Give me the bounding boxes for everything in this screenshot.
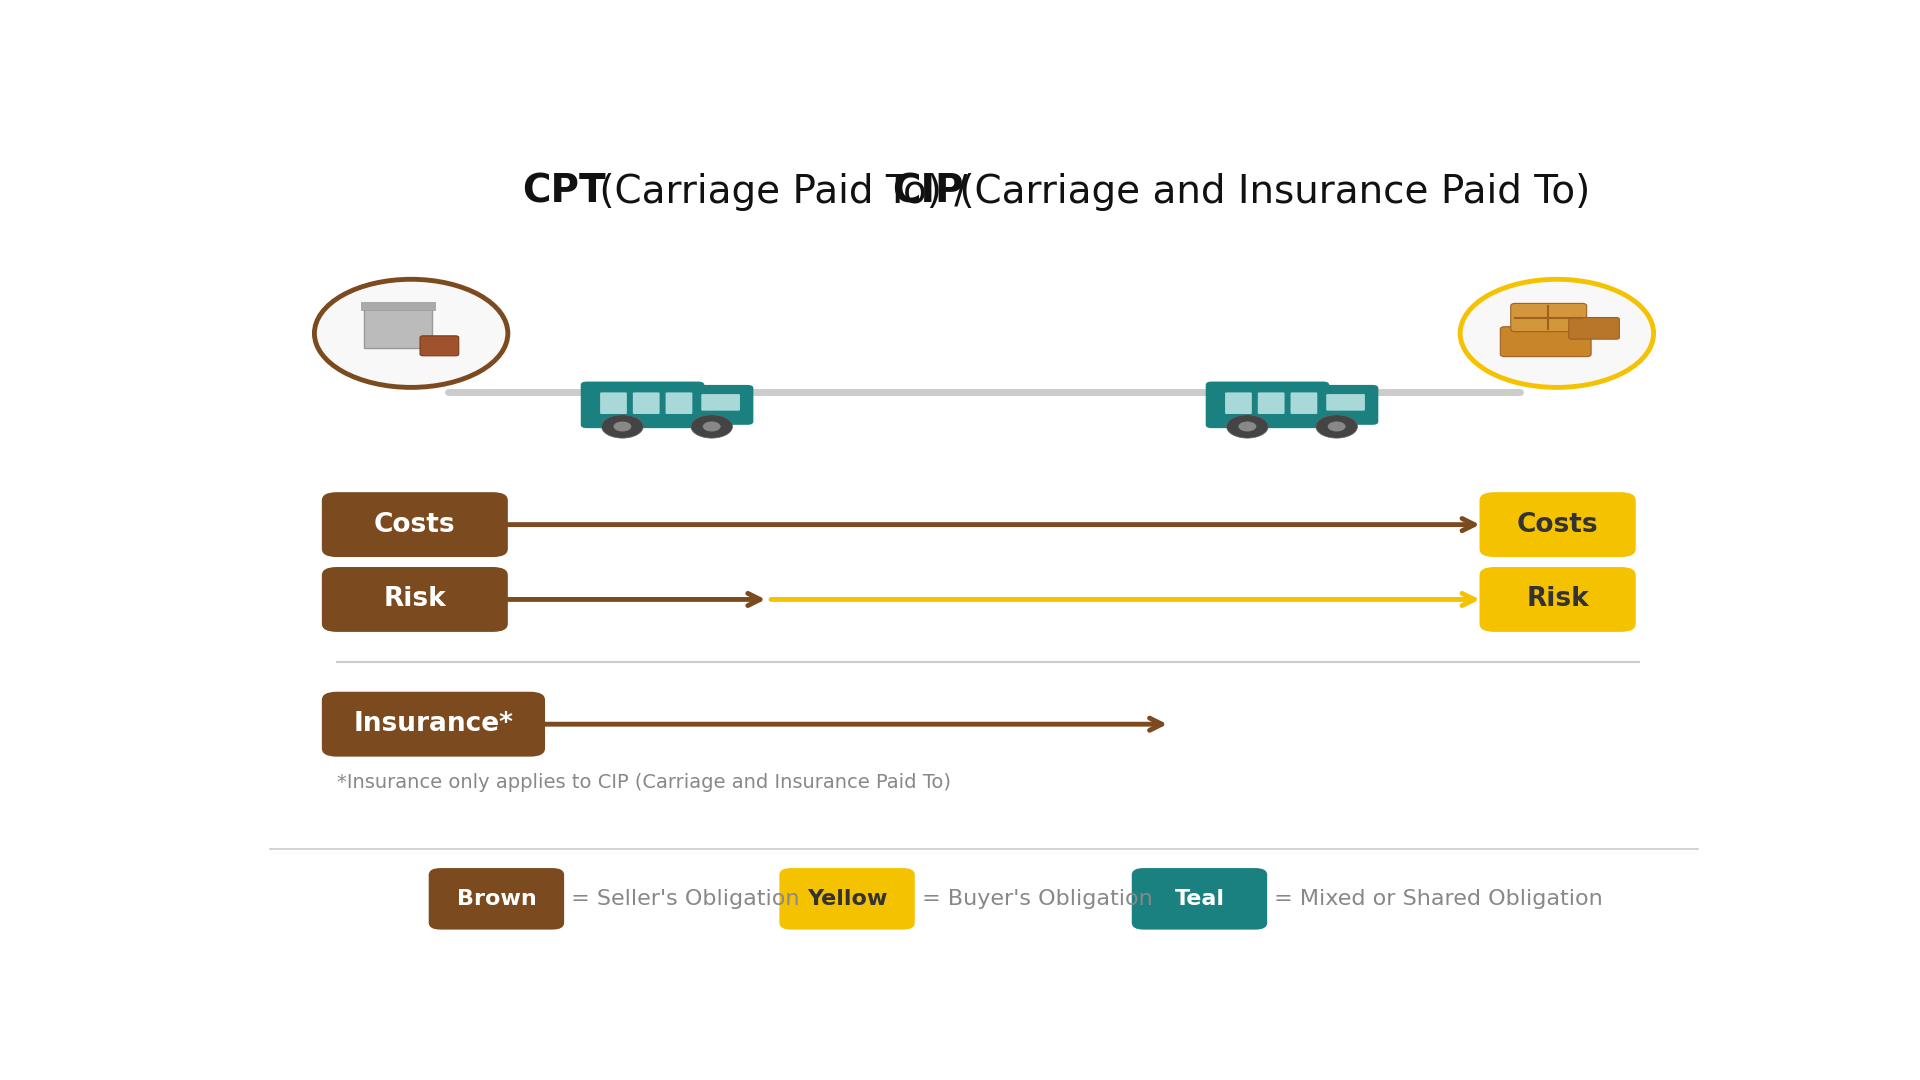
Circle shape: [614, 421, 632, 432]
Circle shape: [601, 415, 643, 438]
FancyBboxPatch shape: [363, 309, 432, 349]
FancyBboxPatch shape: [1317, 384, 1379, 424]
Circle shape: [1329, 421, 1346, 432]
FancyBboxPatch shape: [634, 392, 660, 414]
FancyBboxPatch shape: [420, 336, 459, 355]
Circle shape: [315, 280, 507, 388]
Circle shape: [1238, 421, 1256, 432]
FancyBboxPatch shape: [1225, 392, 1252, 414]
Text: Yellow: Yellow: [806, 889, 887, 909]
Text: Costs: Costs: [1517, 512, 1599, 538]
FancyBboxPatch shape: [701, 394, 739, 410]
FancyBboxPatch shape: [1569, 318, 1619, 339]
Text: CIP: CIP: [891, 173, 964, 211]
Circle shape: [703, 421, 720, 432]
FancyBboxPatch shape: [1206, 381, 1329, 428]
Text: = Mixed or Shared Obligation: = Mixed or Shared Obligation: [1267, 889, 1603, 909]
Circle shape: [1315, 415, 1357, 438]
Text: = Buyer's Obligation: = Buyer's Obligation: [914, 889, 1152, 909]
FancyBboxPatch shape: [1131, 868, 1267, 930]
FancyBboxPatch shape: [1480, 492, 1636, 557]
FancyBboxPatch shape: [1480, 567, 1636, 632]
Text: Brown: Brown: [457, 889, 536, 909]
FancyBboxPatch shape: [780, 868, 914, 930]
Circle shape: [691, 415, 733, 438]
FancyBboxPatch shape: [323, 692, 545, 757]
Text: Insurance*: Insurance*: [353, 712, 513, 738]
FancyBboxPatch shape: [1511, 303, 1586, 332]
Text: (Carriage Paid To) /: (Carriage Paid To) /: [588, 173, 979, 211]
Text: CPT: CPT: [522, 173, 607, 211]
FancyBboxPatch shape: [1258, 392, 1284, 414]
FancyBboxPatch shape: [666, 392, 693, 414]
Text: = Seller's Obligation: = Seller's Obligation: [564, 889, 799, 909]
Circle shape: [1227, 415, 1269, 438]
FancyBboxPatch shape: [1327, 394, 1365, 410]
Circle shape: [1461, 280, 1653, 388]
FancyBboxPatch shape: [693, 384, 753, 424]
FancyBboxPatch shape: [323, 567, 507, 632]
Text: Costs: Costs: [374, 512, 455, 538]
FancyBboxPatch shape: [601, 392, 626, 414]
Text: *Insurance only applies to CIP (Carriage and Insurance Paid To): *Insurance only applies to CIP (Carriage…: [336, 773, 950, 792]
FancyBboxPatch shape: [1290, 392, 1317, 414]
FancyBboxPatch shape: [428, 868, 564, 930]
Text: Risk: Risk: [1526, 586, 1590, 612]
Text: Risk: Risk: [384, 586, 445, 612]
Text: Teal: Teal: [1175, 889, 1225, 909]
FancyBboxPatch shape: [1500, 326, 1592, 356]
FancyBboxPatch shape: [323, 492, 507, 557]
FancyBboxPatch shape: [361, 301, 436, 310]
Text: (Carriage and Insurance Paid To): (Carriage and Insurance Paid To): [947, 173, 1590, 211]
FancyBboxPatch shape: [580, 381, 705, 428]
